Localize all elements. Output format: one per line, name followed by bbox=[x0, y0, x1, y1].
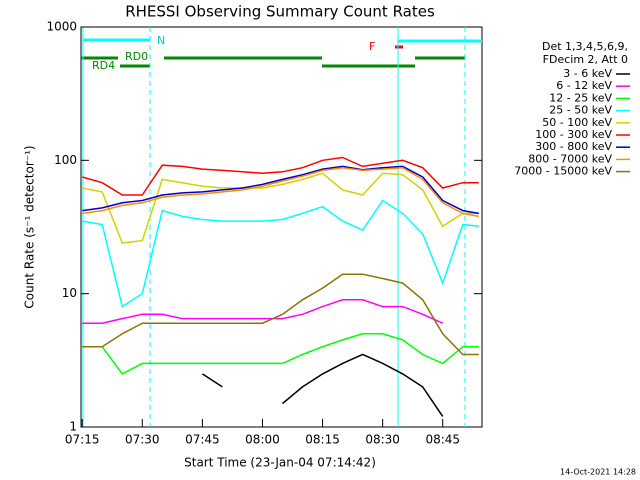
y-tick-label: 10 bbox=[62, 286, 77, 300]
x-tick-label: 08:00 bbox=[245, 433, 280, 447]
legend-label: 3 - 6 keV bbox=[563, 67, 612, 80]
legend-label: 25 - 50 keV bbox=[549, 104, 612, 117]
series-line bbox=[82, 333, 479, 375]
x-tick-label: 07:15 bbox=[65, 433, 100, 447]
legend-label: 800 - 7000 keV bbox=[528, 152, 612, 165]
series-line bbox=[82, 199, 479, 308]
annotation: RD0 bbox=[125, 50, 148, 63]
legend-label: 12 - 25 keV bbox=[549, 91, 612, 104]
legend-label: 6 - 12 keV bbox=[556, 79, 612, 92]
y-tick-label: 1000 bbox=[46, 20, 77, 34]
legend-header: FDecim 2, Att 0 bbox=[543, 53, 628, 66]
annotation: RD4 bbox=[92, 59, 115, 72]
footer: 14-Oct-2021 14:28 bbox=[560, 468, 636, 477]
series-line bbox=[82, 165, 479, 215]
y-axis-label: Count Rate (s⁻¹ detector⁻¹) bbox=[23, 145, 37, 308]
series-line bbox=[82, 166, 479, 218]
series-line bbox=[82, 172, 479, 244]
chart-title: RHESSI Observing Summary Count Rates bbox=[125, 3, 435, 21]
annotation: N bbox=[157, 34, 165, 47]
series-line bbox=[82, 273, 479, 356]
x-tick-label: 07:30 bbox=[125, 433, 160, 447]
x-axis-label: Start Time (23-Jan-04 07:14:42) bbox=[184, 456, 376, 470]
x-tick-label: 08:30 bbox=[365, 433, 400, 447]
x-tick-label: 07:45 bbox=[185, 433, 220, 447]
series-line bbox=[82, 299, 444, 324]
legend-label: 100 - 300 keV bbox=[535, 128, 612, 141]
y-tick-label: 1 bbox=[69, 420, 77, 434]
plot-frame bbox=[80, 26, 483, 428]
x-tick-label: 08:15 bbox=[305, 433, 340, 447]
annotation: F bbox=[369, 40, 375, 53]
legend-label: 50 - 100 keV bbox=[542, 116, 612, 129]
series-line bbox=[201, 353, 444, 417]
x-tick-label: 08:45 bbox=[425, 433, 460, 447]
y-tick-label: 100 bbox=[54, 153, 77, 167]
series-line bbox=[81, 156, 479, 196]
legend-label: 7000 - 15000 keV bbox=[514, 165, 612, 178]
legend-header: Det 1,3,4,5,6,9, bbox=[542, 40, 628, 53]
legend-label: 300 - 800 keV bbox=[535, 140, 612, 153]
